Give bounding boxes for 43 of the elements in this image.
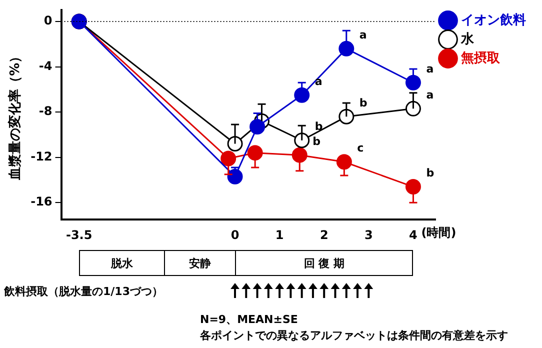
y-tick-label: -8 <box>38 104 52 118</box>
x-tick-label: 3 <box>364 228 373 242</box>
point <box>220 150 236 166</box>
annotation: b <box>359 96 368 110</box>
annotation: b <box>426 166 434 180</box>
point <box>336 154 352 170</box>
text: 飲料摂取（脱水量の1/13づつ） <box>4 284 163 299</box>
point <box>405 74 421 90</box>
annotation: c <box>357 142 364 155</box>
x-tick-label: -3.5 <box>66 228 92 242</box>
point <box>227 168 243 184</box>
annotation: a <box>314 74 322 88</box>
text: N=9、MEAN±SE <box>200 312 299 328</box>
point <box>338 40 354 56</box>
legend-label: 水 <box>460 32 475 47</box>
y-tick-label: -16 <box>30 194 52 209</box>
annotation: a <box>426 62 434 76</box>
point <box>294 87 310 103</box>
annotation: a <box>359 28 367 42</box>
x-tick-label: 2 <box>320 228 328 242</box>
annotation: a <box>426 88 434 102</box>
legend-label: 無摂取 <box>460 50 501 66</box>
point <box>338 108 354 124</box>
x-axis-title: (時間) <box>421 226 456 240</box>
point <box>405 179 421 195</box>
timeline-box: 脱水 安静 回 復 期 <box>79 250 414 276</box>
y-axis-title: 血漿量の変化率（%） <box>7 50 24 181</box>
legend-label: イオン飲料 <box>461 12 526 28</box>
x-tick-label: 4 <box>409 228 418 242</box>
annotation: b <box>314 120 323 134</box>
y-tick-label: -4 <box>38 58 52 73</box>
x-tick-label: 1 <box>275 228 284 242</box>
point <box>294 132 310 148</box>
point <box>405 100 421 116</box>
annotation: b <box>312 134 321 148</box>
text: 各ポイントでの異なるアルファベットは条件間の有意差を示す <box>200 328 508 344</box>
point <box>227 136 243 152</box>
point <box>292 147 308 163</box>
point <box>250 119 266 135</box>
x-tick-label: 0 <box>230 228 240 242</box>
point <box>247 145 263 161</box>
y-tick-label: 0 <box>44 14 52 28</box>
y-tick-label: -12 <box>30 149 52 164</box>
